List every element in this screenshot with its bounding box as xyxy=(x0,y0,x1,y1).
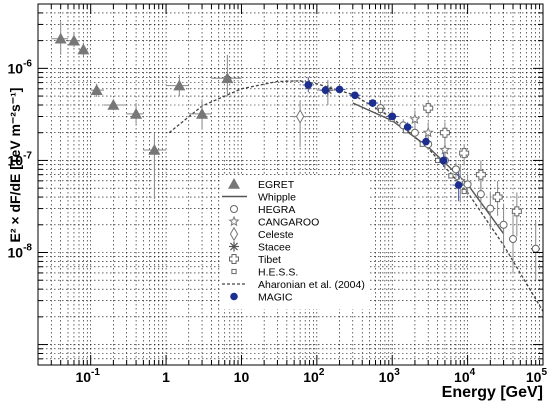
data-point xyxy=(67,34,80,46)
data-point xyxy=(90,84,103,95)
data-point xyxy=(454,181,463,189)
y-tick-label: 10-6 xyxy=(8,58,33,76)
data-point xyxy=(229,241,239,252)
data-point xyxy=(368,99,377,107)
data-point xyxy=(221,72,234,84)
legend-entry-label: EGRET xyxy=(258,179,295,191)
data-point xyxy=(439,156,448,165)
data-point xyxy=(231,268,237,275)
data-point xyxy=(531,244,540,253)
data-point xyxy=(476,190,485,199)
y-tick-label: 10-8 xyxy=(8,243,33,261)
data-point xyxy=(228,178,240,189)
data-point xyxy=(230,292,238,301)
data-point xyxy=(148,143,161,155)
legend-entry-label: HEGRA xyxy=(258,204,295,216)
data-point xyxy=(409,113,421,124)
data-point xyxy=(439,127,450,138)
data-point xyxy=(439,144,451,155)
data-point xyxy=(423,103,434,114)
data-point xyxy=(422,137,430,146)
data-point xyxy=(77,43,90,55)
x-tick-label: 1 xyxy=(162,369,170,385)
data-point xyxy=(509,235,518,244)
legend-entry-label: Aharonian et al. (2004) xyxy=(258,279,365,291)
data-point xyxy=(475,169,486,180)
data-point xyxy=(335,85,344,94)
data-point xyxy=(492,192,503,203)
data-point xyxy=(388,112,397,121)
data-point xyxy=(54,32,67,44)
x-tick-label: 10-1 xyxy=(75,367,100,385)
x-tick-label: 10 xyxy=(234,369,250,385)
x-tick-label: 102 xyxy=(303,367,325,385)
data-point xyxy=(228,215,240,227)
x-tick-label: 105 xyxy=(526,367,547,385)
asterisk-stroke xyxy=(230,242,238,251)
data-point xyxy=(173,79,186,91)
legend-entry-label: Tibet xyxy=(258,254,281,266)
data-point xyxy=(229,226,239,242)
y-axis-label: E² × dF/dE [TeV m⁻²s⁻¹] xyxy=(7,88,23,243)
legend-entry-label: Celeste xyxy=(258,229,294,241)
legend-entry-label: MAGIC xyxy=(258,292,293,304)
legend: EGRETWhippleHEGRACANGAROOCelesteStaceeTi… xyxy=(220,176,370,309)
data-point xyxy=(107,98,120,110)
data-point xyxy=(304,81,313,89)
data-point xyxy=(461,188,467,195)
x-axis-label: Energy [GeV] xyxy=(442,384,543,401)
data-point xyxy=(451,165,460,174)
data-point xyxy=(410,128,419,137)
tick-labels: 10-1 1 10 102 103 104 105 10-6 10-7 10-8 xyxy=(8,58,547,385)
data-point xyxy=(422,126,434,138)
legend-entry-label: H.E.S.S. xyxy=(258,267,298,279)
data-markers xyxy=(54,32,540,253)
data-point xyxy=(229,254,239,264)
data-point xyxy=(486,204,495,213)
data-point xyxy=(463,180,472,189)
y-tick-label: 10-7 xyxy=(8,150,33,168)
x-tick-label: 104 xyxy=(454,367,476,385)
plot-frame xyxy=(37,3,544,366)
legend-box xyxy=(220,176,370,309)
data-point xyxy=(196,107,209,119)
data-point xyxy=(230,205,238,213)
data-point xyxy=(435,157,441,164)
legend-entry-label: CANGAROO xyxy=(258,217,319,229)
data-point xyxy=(403,123,412,131)
data-point xyxy=(351,91,359,100)
legend-entry-label: Whipple xyxy=(258,192,296,204)
data-point xyxy=(295,109,305,124)
data-point xyxy=(499,220,508,229)
axis-ticks xyxy=(37,3,544,366)
data-point xyxy=(459,148,470,159)
legend-entry-label: Stacee xyxy=(258,242,291,254)
data-point xyxy=(130,107,143,119)
x-tick-label: 103 xyxy=(379,367,401,385)
data-point xyxy=(511,206,522,217)
data-point xyxy=(448,173,454,179)
data-point xyxy=(377,107,384,113)
data-point xyxy=(321,86,330,94)
